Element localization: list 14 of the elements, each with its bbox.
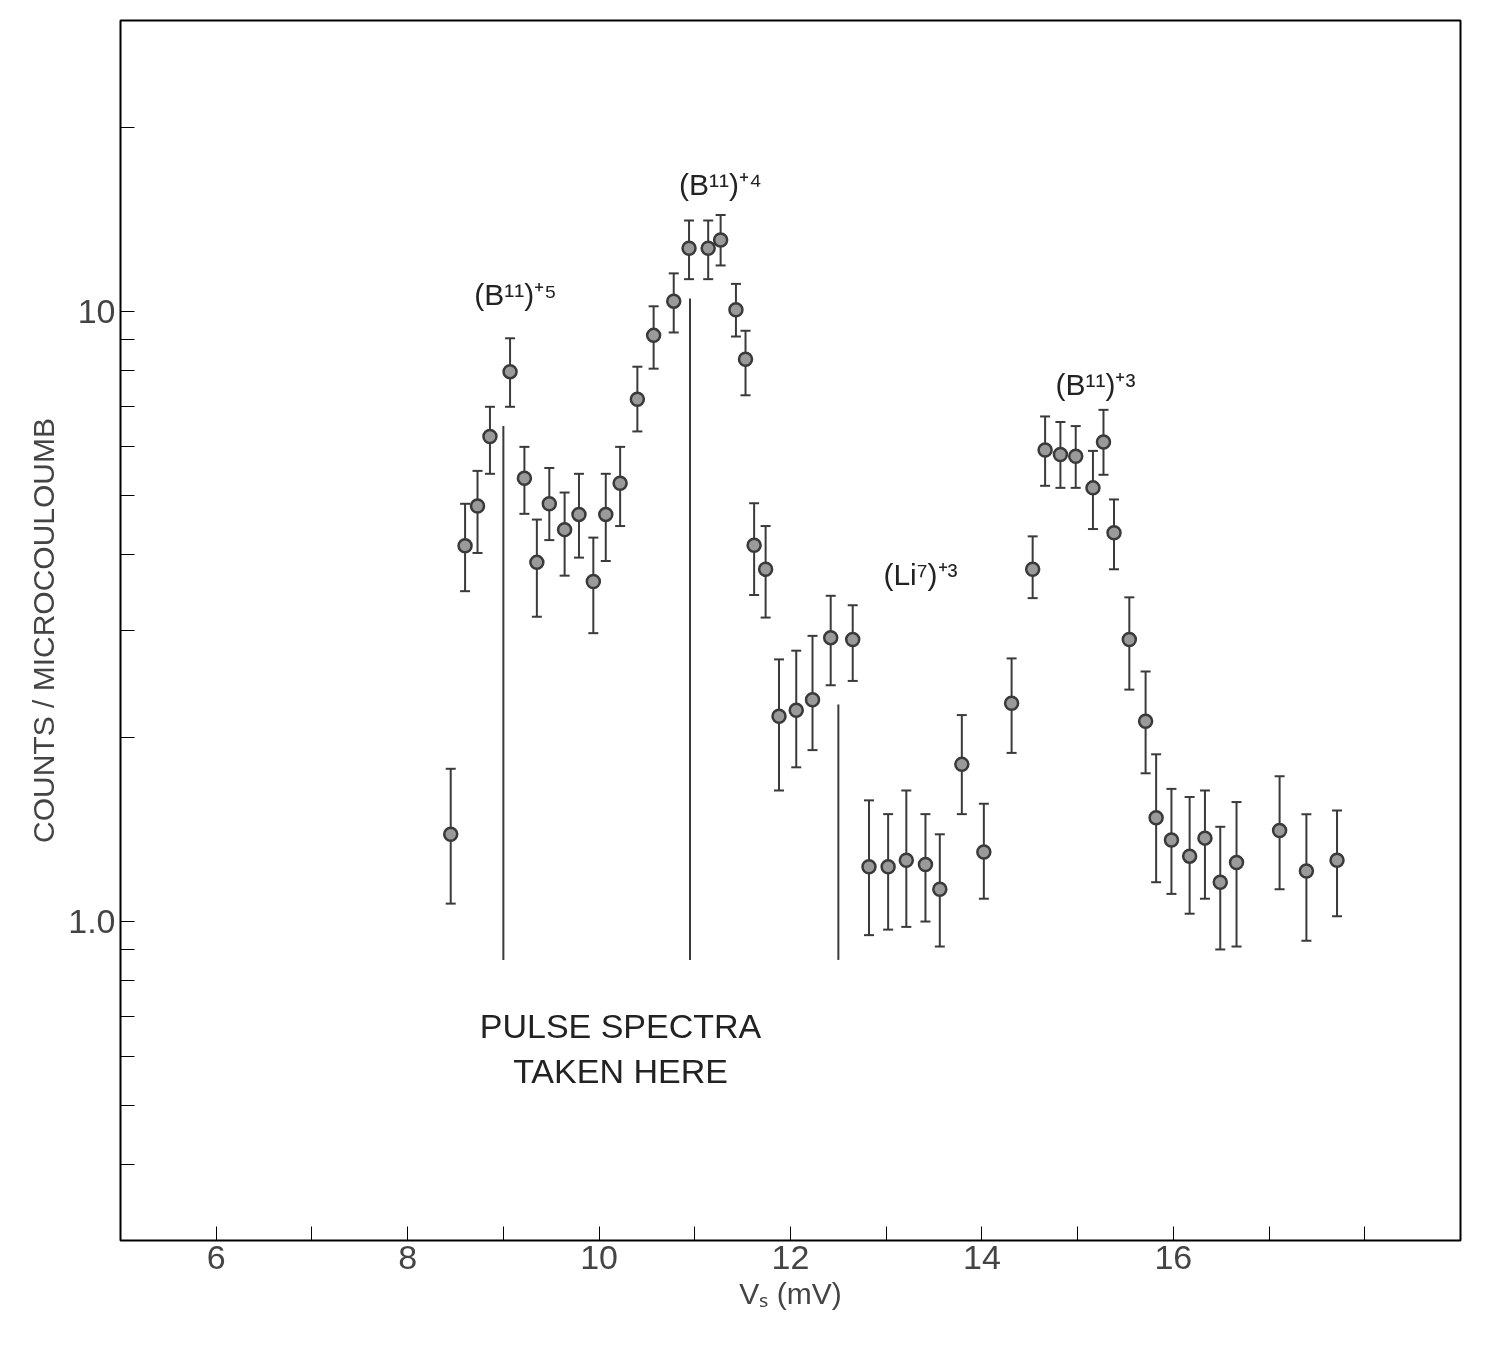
annotation: (B¹¹)⁺⁴	[679, 167, 762, 201]
annotation: (B¹¹)⁺⁵	[474, 277, 557, 311]
annotation: PULSE SPECTRA TAKEN HERE	[479, 1006, 762, 1091]
y-axis-title: COUNTS / MICROCOULOUMB	[27, 417, 61, 843]
x-tick-label: 10	[580, 1237, 618, 1276]
x-tick-label: 8	[398, 1237, 418, 1276]
x-tick-label: 16	[1154, 1237, 1193, 1276]
x-tick-label: 12	[771, 1237, 810, 1276]
x-tick-label: 6	[206, 1237, 226, 1276]
x-axis-title: Vₛ (mV)	[739, 1276, 842, 1310]
annotation: (Li⁷)⁺³	[883, 557, 958, 591]
y-tick-label: 1.0	[68, 902, 116, 941]
x-tick-label: 14	[963, 1237, 1001, 1276]
annotation: (B¹¹)⁺³	[1055, 367, 1136, 401]
